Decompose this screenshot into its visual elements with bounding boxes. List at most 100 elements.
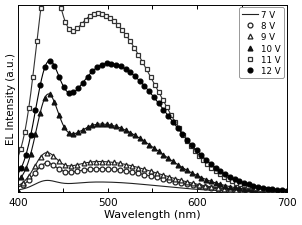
8 V [277,190,280,193]
8 V [228,189,232,191]
11 V [222,176,226,178]
9 V [283,190,286,193]
8 V [124,170,128,173]
9 V [143,168,146,171]
8 V [198,185,201,188]
8 V [216,188,219,190]
7 V [15,191,18,193]
9 V [27,175,31,178]
9 V [240,189,244,192]
9 V [45,152,49,154]
12 V [218,170,222,173]
9 V [63,164,67,167]
12 V [200,154,203,157]
8 V [259,190,262,193]
9 V [265,190,268,193]
12 V [275,189,279,191]
9 V [76,164,79,166]
7 V [46,179,50,182]
9 V [216,187,219,189]
7 V [185,187,189,190]
12 V [86,76,89,79]
8 V [106,168,110,171]
8 V [100,168,104,170]
10 V [200,176,203,179]
8 V [173,180,177,183]
9 V [137,166,140,169]
9 V [234,189,238,191]
9 V [204,185,207,187]
9 V [191,182,195,185]
12 V [81,82,85,85]
8 V [15,191,18,193]
8 V [283,190,286,193]
10 V [48,94,52,96]
8 V [94,168,98,170]
8 V [45,162,49,165]
8 V [265,190,268,193]
9 V [33,165,37,168]
9 V [94,160,98,163]
8 V [51,164,55,167]
9 V [246,189,250,192]
8 V [185,183,189,186]
10 V [285,190,288,193]
Line: 12 V: 12 V [14,59,289,194]
11 V [15,191,18,193]
9 V [155,172,159,175]
9 V [277,190,280,193]
8 V [252,190,256,193]
10 V [247,188,251,191]
Legend: 7 V, 8 V, 9 V, 10 V, 11 V, 12 V: 7 V, 8 V, 9 V, 10 V, 11 V, 12 V [239,8,284,79]
8 V [57,168,61,171]
8 V [179,182,183,184]
8 V [222,188,226,191]
8 V [143,173,146,176]
8 V [155,176,159,179]
8 V [240,189,244,192]
9 V [39,155,43,158]
Line: 7 V: 7 V [17,181,287,192]
11 V [267,189,270,191]
8 V [21,184,24,187]
Line: 8 V: 8 V [14,161,287,194]
9 V [57,160,61,163]
8 V [82,169,85,172]
10 V [81,129,85,131]
12 V [247,183,251,186]
8 V [69,171,73,174]
11 V [283,190,286,193]
9 V [259,190,262,193]
9 V [167,176,171,178]
9 V [112,161,116,164]
7 V [122,182,126,184]
8 V [191,184,195,187]
9 V [118,162,122,165]
11 V [59,8,63,11]
10 V [275,190,279,193]
Line: 9 V: 9 V [14,151,287,194]
8 V [76,170,79,173]
9 V [69,165,73,167]
Line: 11 V: 11 V [14,0,287,194]
9 V [124,164,128,166]
9 V [210,186,213,188]
7 V [210,189,214,192]
Line: 10 V: 10 V [14,92,289,194]
9 V [15,191,18,193]
9 V [106,161,110,164]
8 V [161,178,165,180]
12 V [48,60,52,63]
Y-axis label: EL Intensity (a.u.): EL Intensity (a.u.) [5,53,16,144]
9 V [185,181,189,183]
10 V [86,126,89,129]
8 V [149,175,153,178]
9 V [161,174,165,177]
8 V [234,189,238,192]
8 V [137,172,140,175]
7 V [212,189,215,192]
9 V [179,179,183,182]
10 V [218,183,222,186]
X-axis label: Wavelength (nm): Wavelength (nm) [104,209,201,219]
8 V [33,172,37,175]
